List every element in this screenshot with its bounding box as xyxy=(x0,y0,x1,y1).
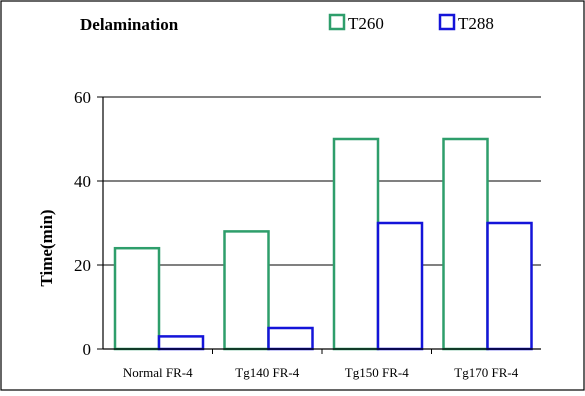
x-tick-label: Tg150 FR-4 xyxy=(345,365,409,380)
y-axis-label: Time(min) xyxy=(37,209,56,286)
legend-swatch-t288 xyxy=(438,13,456,31)
x-tick-label: Normal FR-4 xyxy=(123,365,193,380)
chart-legend: T260 T288 xyxy=(328,13,494,33)
bar-t288-0 xyxy=(157,335,205,351)
x-axis-ticks: Normal FR-4 Tg140 FR-4 Tg150 FR-4 Tg170 FR-… xyxy=(123,349,519,380)
bar-t260-1 xyxy=(223,230,270,351)
x-tick-label: Tg140 FR-4 xyxy=(235,365,299,380)
bars xyxy=(113,137,533,351)
bar-t260-2 xyxy=(332,137,380,351)
bar-t260-0 xyxy=(113,246,161,351)
y-tick-label: 40 xyxy=(74,172,91,191)
chart-title: Delamination xyxy=(80,15,179,34)
x-tick-label: Tg170 FR-4 xyxy=(454,365,518,380)
bar-t288-2 xyxy=(376,221,424,351)
bar-t288-1 xyxy=(267,326,314,351)
bar-t260-3 xyxy=(442,137,489,351)
y-axis-ticks: 0 20 40 60 xyxy=(74,88,103,359)
legend-label-t260: T260 xyxy=(348,14,384,33)
bar-t288-3 xyxy=(486,221,533,351)
y-tick-label: 60 xyxy=(74,88,91,107)
legend-label-t288: T288 xyxy=(458,14,494,33)
y-tick-label: 0 xyxy=(83,340,92,359)
legend-swatch-t260 xyxy=(328,13,346,31)
y-tick-label: 20 xyxy=(74,256,91,275)
